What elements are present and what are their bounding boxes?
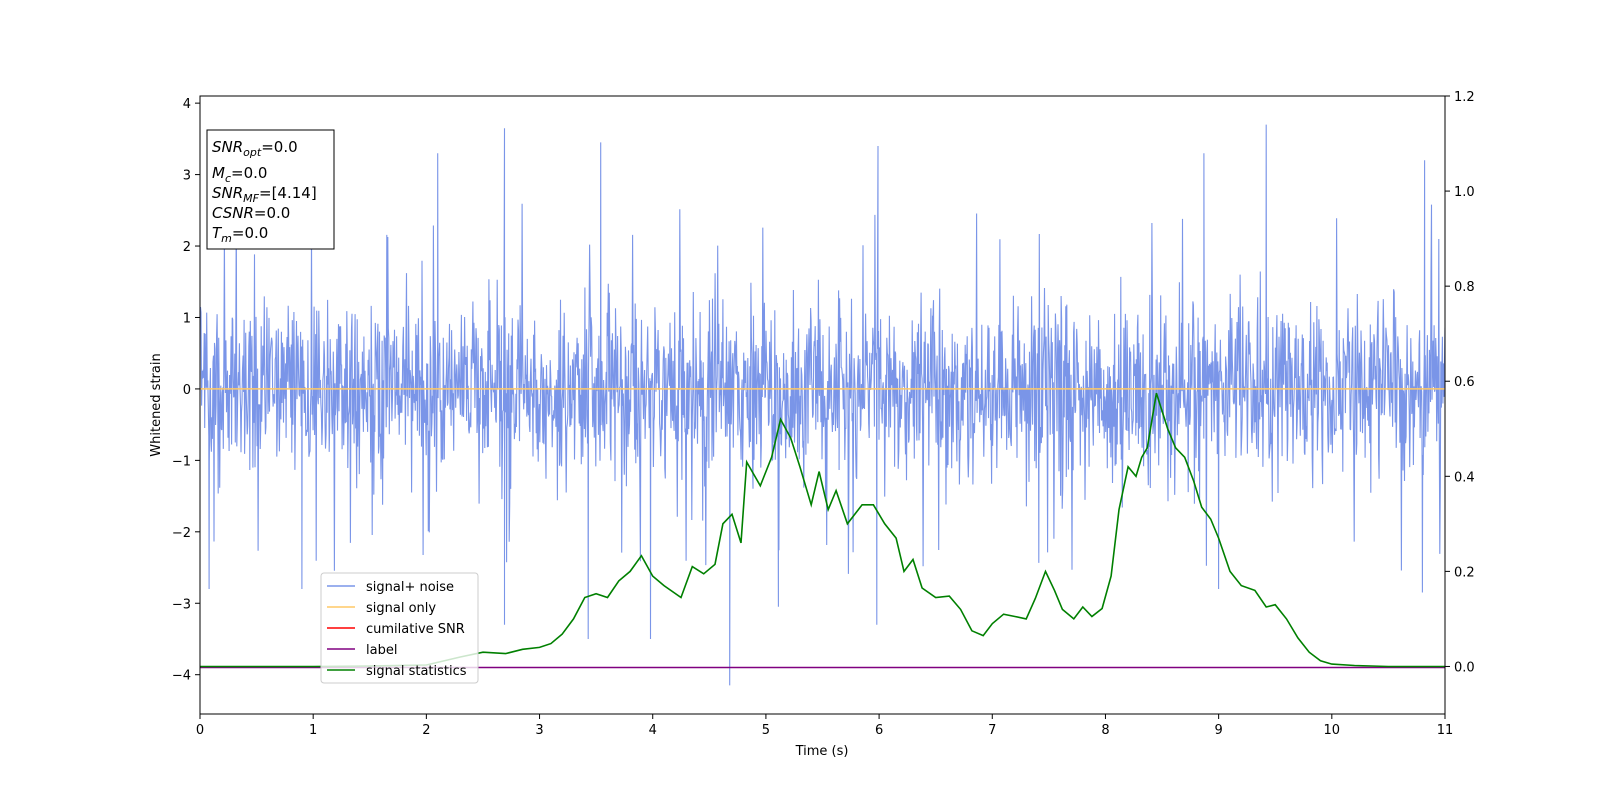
x-tick-label: 2 — [422, 723, 430, 738]
y2-tick-label: 0.6 — [1454, 375, 1475, 390]
y-tick-label: 3 — [183, 169, 191, 184]
x-tick-label: 6 — [875, 723, 883, 738]
y-tick-label: 0 — [183, 383, 191, 398]
y2-tick-label: 0.2 — [1454, 565, 1475, 580]
x-tick-label: 3 — [535, 723, 543, 738]
info-tm: Tm=0.0 — [212, 224, 268, 245]
y-axis-right: 1.2 1.0 0.8 0.6 0.4 0.2 0.0 — [1445, 90, 1475, 675]
legend-label: signal only — [366, 601, 436, 616]
y2-tick-label: 1.2 — [1454, 90, 1475, 105]
y2-tick-label: 1.0 — [1454, 185, 1475, 200]
legend: signal+ noise signal only cumilative SNR la… — [320, 572, 479, 684]
info-snr-mf: SNRMF=[4.14] — [212, 184, 317, 205]
y2-tick-label: 0.0 — [1454, 660, 1475, 675]
x-tick-label: 5 — [762, 723, 770, 738]
x-axis: 0 1 2 3 4 5 6 7 8 9 10 11 — [196, 714, 1453, 738]
noise-series — [200, 124, 1445, 686]
x-tick-label: 9 — [1214, 723, 1222, 738]
info-box-frame — [206, 129, 335, 250]
y-axis-left: 4 3 2 1 0 −1 −2 −3 −4 — [172, 97, 200, 684]
info-csnr: CSNR=0.0 — [212, 204, 290, 222]
y-tick-label: 1 — [183, 311, 191, 326]
y-axis-label: Whitened strain — [149, 353, 164, 456]
info-box: SNRopt=0.0 Mc=0.0 SNRMF=[4.14] CSNR=0.0 … — [206, 129, 335, 250]
series-signal-statistics — [200, 392, 1445, 668]
y2-tick-label: 0.4 — [1454, 470, 1475, 485]
x-tick-label: 10 — [1324, 723, 1341, 738]
series-signal-noise — [200, 124, 1445, 686]
x-tick-label: 0 — [196, 723, 204, 738]
x-tick-label: 11 — [1437, 723, 1454, 738]
plot-frame — [199, 95, 1446, 715]
x-tick-label: 7 — [988, 723, 996, 738]
legend-label: label — [366, 643, 397, 658]
legend-label: signal statistics — [366, 664, 467, 679]
y-tick-label: 4 — [183, 97, 191, 112]
info-snr-opt: SNRopt=0.0 — [212, 138, 298, 159]
y-tick-label: −3 — [172, 597, 191, 612]
y-tick-label: 2 — [183, 240, 191, 255]
y-tick-label: −1 — [172, 454, 191, 469]
info-mc: Mc=0.0 — [212, 164, 267, 185]
y-tick-label: −2 — [172, 526, 191, 541]
legend-frame — [320, 572, 479, 684]
y-tick-label: −4 — [172, 669, 191, 684]
x-tick-label: 4 — [649, 723, 657, 738]
x-tick-label: 1 — [309, 723, 317, 738]
x-tick-label: 8 — [1101, 723, 1109, 738]
y2-tick-label: 0.8 — [1454, 280, 1475, 295]
legend-label: cumilative SNR — [366, 622, 465, 637]
x-axis-label: Time (s) — [795, 744, 849, 759]
legend-label: signal+ noise — [366, 580, 454, 595]
